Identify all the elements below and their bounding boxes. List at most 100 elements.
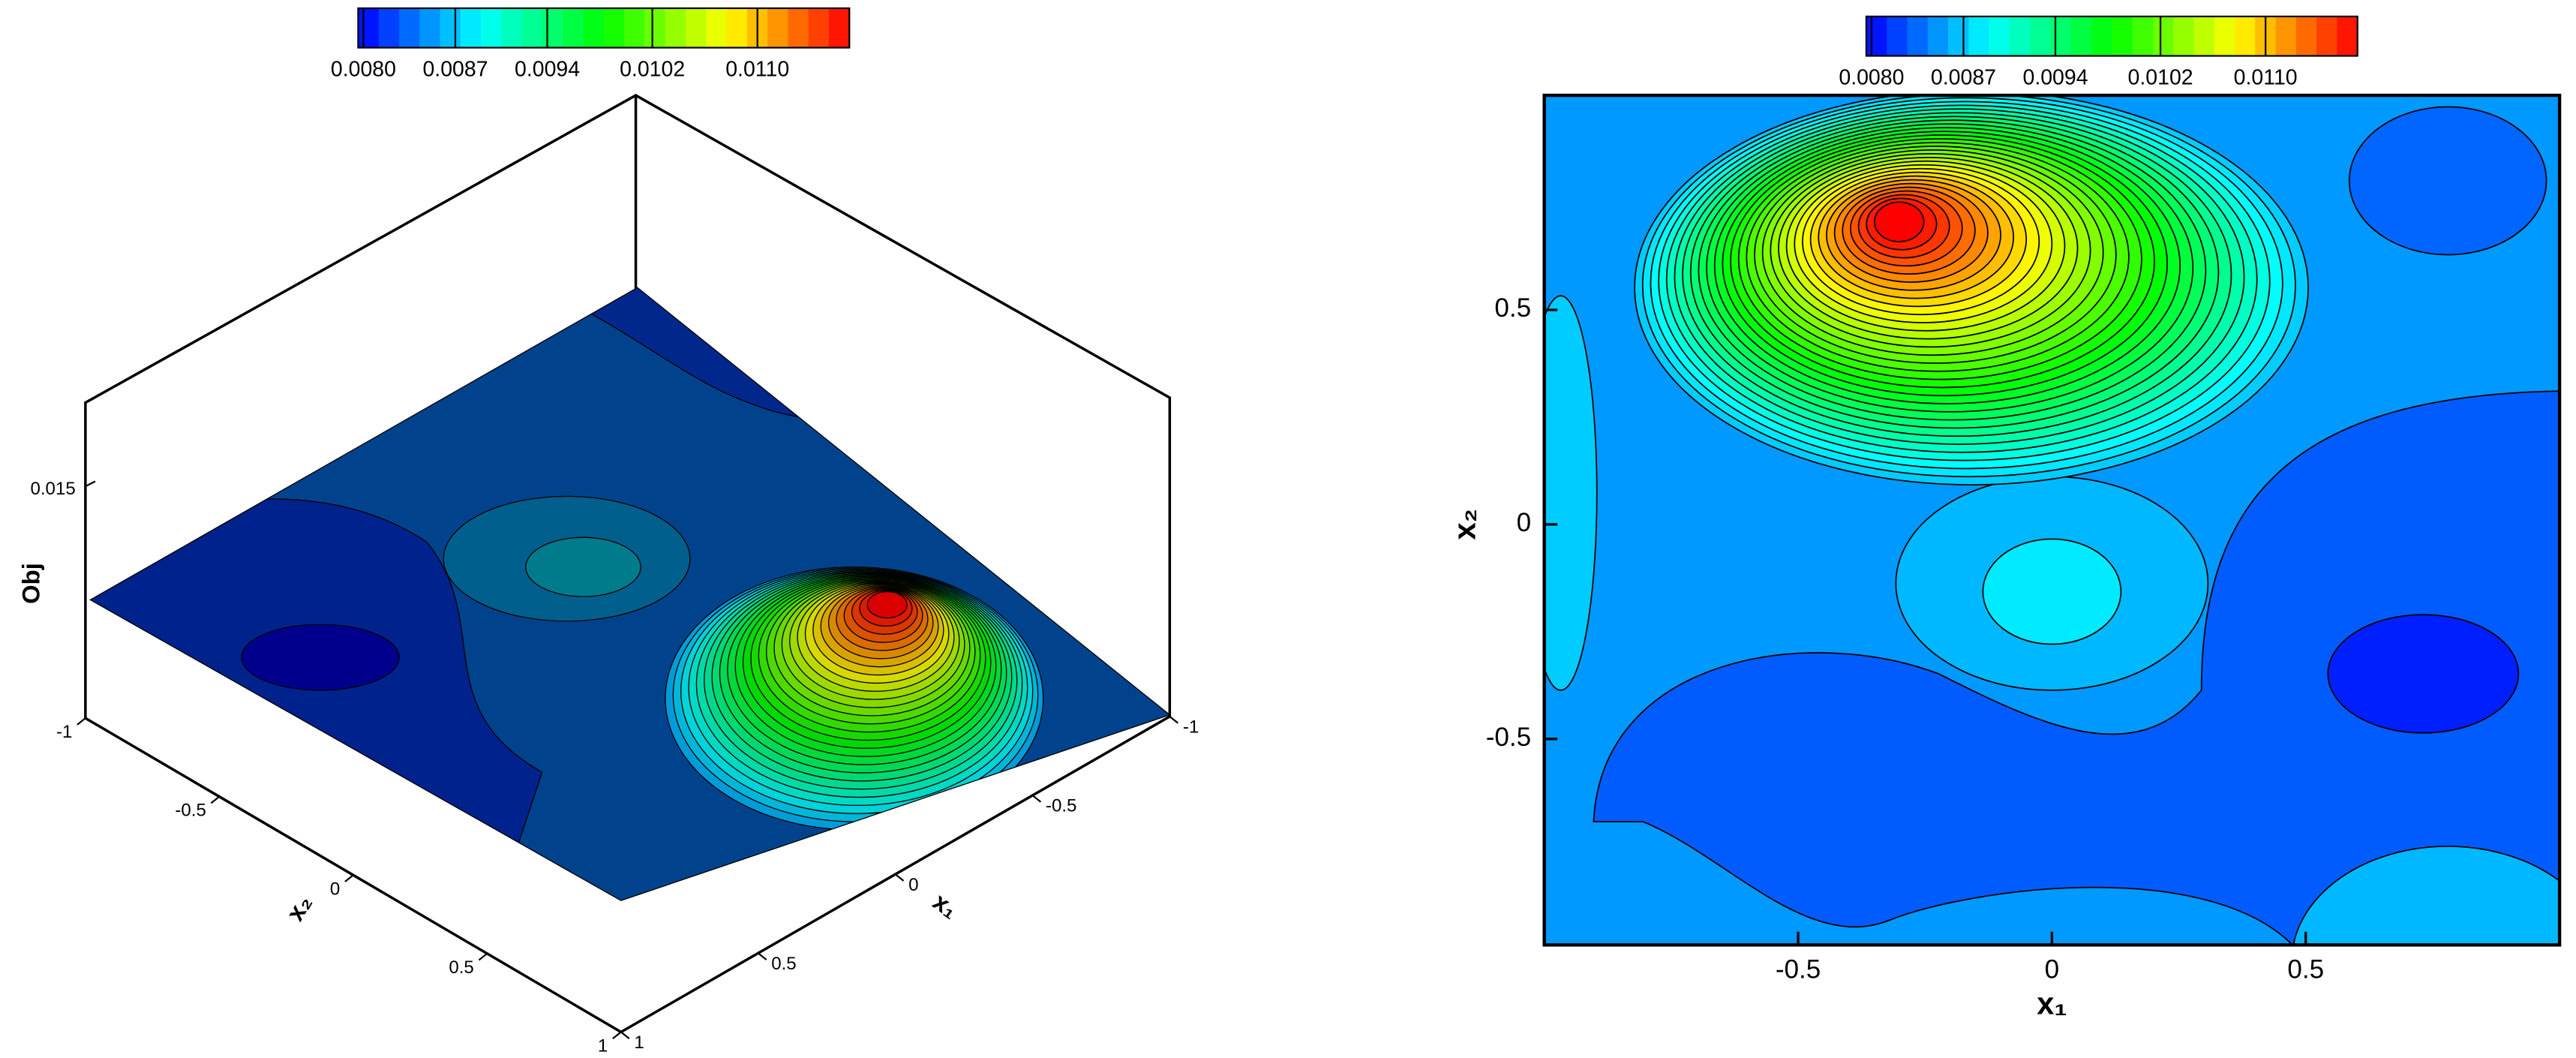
x1-tick-label: 0: [908, 875, 918, 895]
y-tick-label: 0.5: [1494, 293, 1531, 323]
x1-tick: [620, 1031, 630, 1039]
colorbar-band: [521, 8, 543, 48]
x2-tick-label: 0.5: [449, 957, 473, 978]
colorbar-band: [603, 8, 626, 48]
colorbar-band: [563, 8, 584, 48]
surface-edge: [89, 287, 1171, 901]
contour-level: [2348, 106, 2547, 256]
surface: [90, 287, 1170, 901]
y-axis-label: x₂: [1447, 509, 1482, 540]
contour-line: [1873, 201, 1925, 242]
colorbar-band: [2091, 16, 2113, 56]
colorbar-band: [2173, 16, 2195, 56]
colorbar: 0.0080 0.0087 0.0094 0.0102 0.0110: [331, 7, 851, 82]
colorbar-band: [460, 8, 482, 48]
colorbar-band: [2235, 16, 2256, 56]
colorbar-band: [2132, 16, 2154, 56]
colorbar-band: [440, 8, 461, 48]
colorbar-band: [808, 8, 830, 48]
colorbar-band: [2112, 16, 2133, 56]
x-axis-label: x₁: [2037, 985, 2067, 1020]
colorbar-frame: [357, 7, 851, 49]
x1-tick-label: 0.5: [771, 954, 796, 974]
colorbar-frame: [1865, 15, 2358, 57]
colorbar-band: [1887, 16, 1908, 56]
surface-plot: Obj x₁ x₂ -1 -0.5 0 0.5 1 -1 -0.5 0 0.5 1 0.015: [17, 94, 1199, 1056]
surface-contour: [866, 591, 908, 619]
colorbar-band: [788, 8, 809, 48]
colorbar-tick-label: 0.0094: [515, 58, 580, 82]
x2-tick: [77, 717, 86, 726]
z-axis-label: Obj: [17, 563, 44, 604]
colorbar-band: [358, 8, 380, 48]
colorbar-band: [1968, 16, 1990, 56]
z-tick: [85, 480, 96, 488]
x2-tick: [210, 795, 221, 804]
colorbar-band: [1989, 16, 2010, 56]
colorbar-band: [2316, 16, 2338, 56]
colorbar-band: [767, 8, 789, 48]
colorbar-band: [726, 8, 748, 48]
colorbar-band: [1907, 16, 1929, 56]
x-tick-label: -0.5: [1776, 955, 1821, 984]
contour-field: [1544, 95, 2560, 945]
colorbar-band: [419, 8, 441, 48]
colorbar-tick-label: 0.0110: [2234, 66, 2298, 90]
colorbar-tick-label: 0.0110: [725, 58, 789, 82]
contour-level: [1982, 538, 2122, 645]
x1-tick-label: -0.5: [1046, 796, 1077, 816]
colorbar-tick-label: 0.0087: [422, 58, 488, 82]
colorbar-band: [685, 8, 707, 48]
colorbar-band: [2050, 16, 2072, 56]
x2-tick-label: 0: [330, 879, 340, 899]
colorbar-tick-label: 0.0102: [2128, 66, 2193, 90]
colorbar-band: [2193, 16, 2215, 56]
colorbar-band: [542, 8, 564, 48]
colorbar-band: [2337, 16, 2358, 56]
contour-level: [1544, 295, 1598, 691]
colorbar-band: [378, 8, 400, 48]
x2-tick-label: -1: [56, 722, 72, 742]
colorbar-band: [481, 8, 503, 48]
colorbar-band: [828, 8, 851, 48]
x2-tick-label: 1: [598, 1035, 608, 1056]
colorbar-band: [2295, 16, 2318, 56]
x2-tick: [344, 874, 354, 882]
colorbar-band: [1927, 16, 1949, 56]
contour-level: [1593, 390, 2560, 945]
colorbar-band: [1948, 16, 1970, 56]
colorbar: 0.0080 0.0087 0.0094 0.0102 0.0110: [1839, 15, 2358, 90]
x1-tick: [1169, 716, 1178, 724]
colorbar-band: [624, 8, 646, 48]
colorbar-band: [706, 8, 728, 48]
x1-tick-label: -1: [1183, 717, 1199, 738]
contour-level: [2327, 614, 2520, 734]
x1-tick: [758, 952, 767, 960]
colorbar-tick-label: 0.0080: [1839, 66, 1904, 90]
x2-tick-label: -0.5: [175, 801, 206, 821]
surface-level: [525, 537, 641, 597]
colorbar-tick-label: 0.0102: [620, 58, 685, 82]
colorbar-tick-label: 0.0087: [1931, 66, 1996, 90]
colorbar-band: [583, 8, 605, 48]
y-tick-label: -0.5: [1486, 723, 1531, 752]
contour-plot: x₁ x₂ -0.5 0 0.5 -0.5 0 0.5: [1447, 93, 2562, 1020]
x1-axis-label: x₁: [928, 887, 963, 924]
colorbar-band: [2152, 16, 2175, 56]
colorbar-band: [2275, 16, 2297, 56]
colorbar-tick-label: 0.0094: [2022, 66, 2088, 90]
colorbar-band: [1866, 16, 1888, 56]
x2-axis-label: x₂: [281, 890, 317, 925]
colorbar-band: [2030, 16, 2052, 56]
y-tick-label: 0: [1517, 508, 1531, 537]
colorbar-band: [665, 8, 686, 48]
colorbar-band: [2214, 16, 2235, 56]
colorbar-band: [501, 8, 523, 48]
x-tick-label: 0: [2045, 955, 2059, 984]
x1-tick-label: 1: [634, 1032, 644, 1053]
colorbar-band: [2009, 16, 2031, 56]
x1-tick: [1031, 795, 1042, 803]
contour-level: [2292, 846, 2560, 945]
